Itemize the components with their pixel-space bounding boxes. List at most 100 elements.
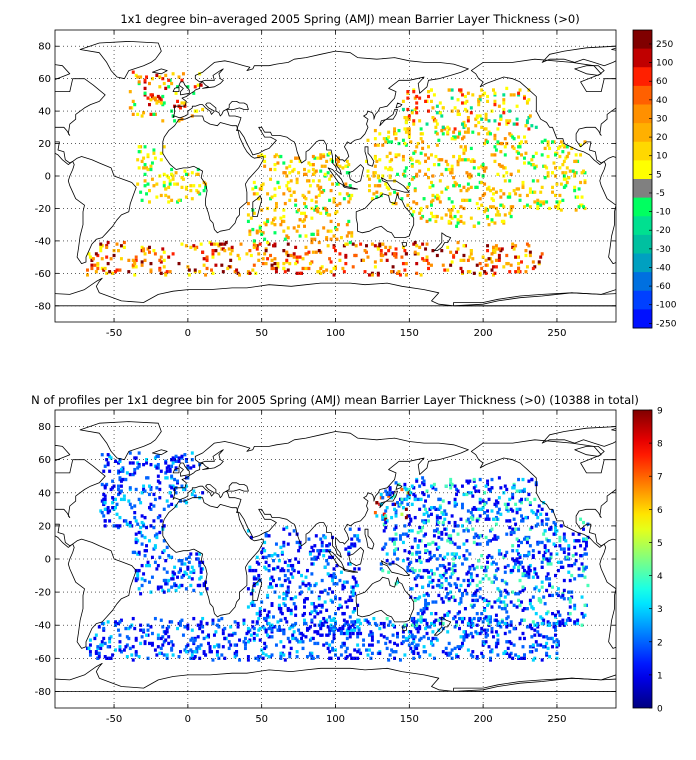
data-cell (153, 544, 157, 548)
data-cell (431, 193, 435, 198)
data-cell (548, 206, 552, 211)
data-cell (469, 575, 473, 579)
data-cell (345, 646, 349, 651)
data-cell (348, 240, 352, 245)
data-cell (366, 169, 370, 173)
data-cell (133, 471, 137, 475)
data-cell (155, 73, 159, 78)
data-cell (119, 479, 123, 483)
data-cell (427, 176, 430, 180)
data-cell (192, 91, 196, 95)
data-cell (91, 257, 95, 261)
data-cell (156, 515, 160, 520)
data-cell (404, 636, 408, 641)
data-cell (456, 655, 460, 659)
data-cell (307, 266, 311, 271)
data-cell (350, 193, 354, 198)
data-cell (283, 616, 287, 621)
data-cell (438, 563, 442, 568)
data-cell (462, 529, 466, 533)
data-cell (484, 484, 488, 488)
data-cell (431, 600, 435, 604)
data-cell (326, 572, 330, 576)
data-cell (406, 127, 410, 131)
data-cell (458, 545, 461, 550)
data-cell (97, 655, 101, 659)
data-cell (429, 621, 433, 626)
data-cell (238, 273, 242, 277)
data-cell (508, 525, 512, 530)
data-cell (493, 221, 497, 225)
data-cell (127, 636, 131, 641)
data-cell (248, 568, 252, 573)
data-cell (521, 588, 525, 593)
data-cell (174, 454, 178, 459)
data-cell (331, 640, 335, 644)
data-cell (415, 159, 419, 164)
data-cell (227, 646, 231, 651)
data-cell (143, 489, 147, 493)
data-cell (314, 195, 318, 199)
data-cell (462, 638, 466, 642)
data-cell (509, 172, 513, 176)
data-cell (348, 545, 352, 550)
data-cell (521, 572, 525, 576)
data-cell (171, 643, 175, 647)
data-cell (508, 270, 512, 274)
data-cell (431, 636, 435, 641)
data-cell (456, 247, 460, 251)
data-cell (539, 203, 543, 207)
data-cell (390, 648, 394, 652)
data-cell (88, 643, 92, 647)
data-cell (177, 559, 181, 563)
data-cell (440, 510, 444, 515)
data-cell (418, 484, 422, 488)
data-cell (316, 655, 320, 659)
data-cell (164, 459, 168, 463)
data-cell (162, 507, 166, 511)
data-cell (425, 592, 429, 596)
data-cell (264, 645, 268, 649)
data-cell (460, 506, 464, 510)
data-cell (164, 630, 168, 634)
data-cell (452, 595, 456, 599)
data-cell (99, 245, 103, 249)
data-cell (291, 635, 295, 639)
data-cell (323, 164, 327, 168)
data-cell (338, 201, 342, 206)
data-cell (307, 169, 311, 173)
data-cell (134, 540, 138, 545)
data-cell (345, 234, 349, 238)
data-cell (180, 78, 184, 82)
data-cell (108, 636, 112, 641)
data-cell (565, 145, 569, 149)
data-cell (583, 575, 587, 579)
data-cell (236, 625, 240, 629)
data-cell (518, 621, 522, 626)
data-cell (342, 623, 346, 627)
data-cell (291, 575, 295, 579)
data-cell (301, 266, 305, 271)
data-cell (449, 590, 453, 594)
data-cell (229, 252, 233, 256)
data-cell (183, 101, 187, 105)
data-cell (124, 519, 128, 523)
data-cell (458, 555, 461, 559)
data-cell (328, 177, 332, 181)
data-cell (559, 208, 563, 212)
data-cell (320, 633, 324, 637)
data-cell (431, 174, 435, 178)
data-cell (484, 635, 488, 639)
data-cell (320, 544, 324, 548)
data-cell (137, 451, 141, 455)
data-cell (415, 201, 419, 206)
data-cell (155, 567, 159, 571)
data-cell (311, 549, 315, 553)
data-cell (264, 628, 268, 632)
data-cell (381, 253, 385, 258)
data-cell (108, 645, 112, 649)
data-cell (412, 90, 416, 94)
data-cell (351, 593, 355, 598)
data-cell (422, 512, 426, 516)
coastline (470, 439, 616, 548)
